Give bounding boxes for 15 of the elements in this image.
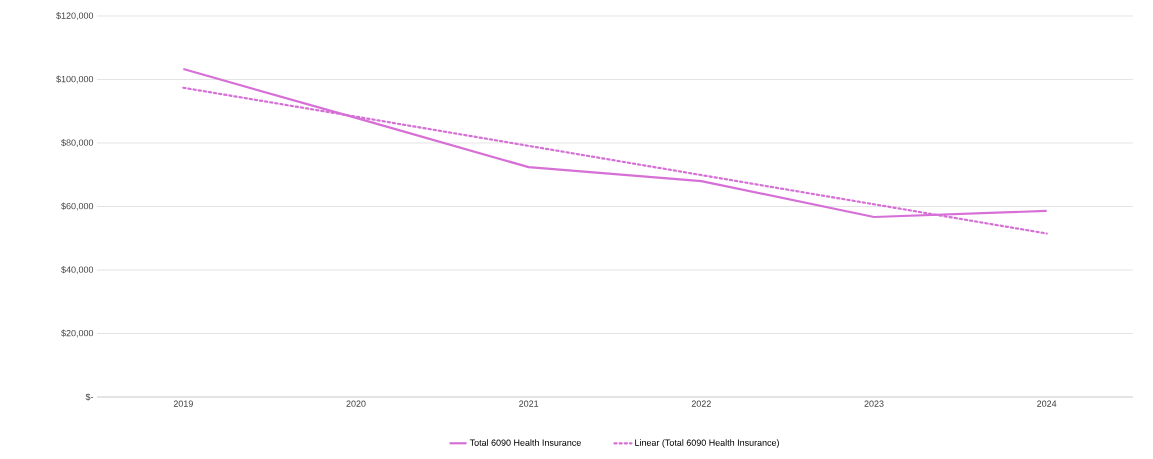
x-tick-label: 2022	[691, 400, 711, 407]
legend-label: Linear (Total 6090 Health Insurance)	[635, 439, 779, 448]
y-tick-label: $120,000	[56, 12, 94, 20]
x-tick-label: 2020	[346, 400, 366, 407]
y-tick-label: $100,000	[56, 75, 94, 84]
x-tick-label: 2023	[864, 400, 884, 407]
x-tick-label: 2019	[173, 400, 193, 407]
x-tick-label: 2021	[519, 400, 539, 407]
y-tick-label: $80,000	[61, 139, 94, 147]
y-tick-label: $20,000	[61, 329, 94, 338]
x-tick-label: 2024	[1037, 400, 1057, 407]
legend-label: Total 6090 Health Insurance	[469, 439, 581, 446]
y-tick-label: $40,000	[61, 266, 94, 274]
y-tick-label: $-	[85, 393, 94, 401]
y-tick-label: $60,000	[61, 202, 94, 211]
